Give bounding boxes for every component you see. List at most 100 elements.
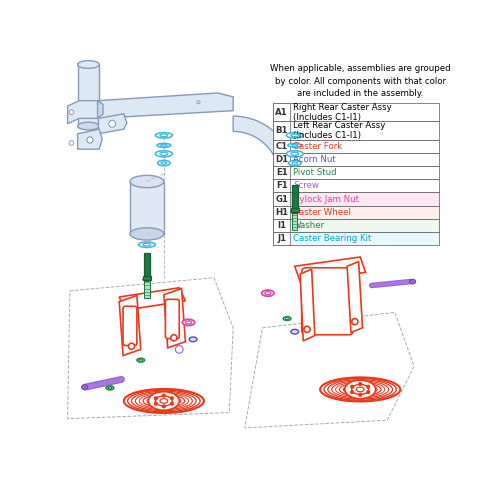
Ellipse shape <box>157 143 171 147</box>
Circle shape <box>197 101 200 104</box>
Ellipse shape <box>286 133 303 138</box>
Ellipse shape <box>186 321 192 324</box>
Ellipse shape <box>352 384 368 395</box>
Text: When applicable, assemblies are grouped
by color. All components with that color: When applicable, assemblies are grouped … <box>270 65 450 99</box>
Polygon shape <box>292 212 298 230</box>
Circle shape <box>69 110 74 115</box>
Bar <box>273 206 438 219</box>
FancyBboxPatch shape <box>166 299 179 339</box>
Bar <box>273 166 438 179</box>
Bar <box>273 219 290 232</box>
Circle shape <box>304 326 310 332</box>
Bar <box>273 192 438 206</box>
Polygon shape <box>144 280 150 298</box>
Circle shape <box>162 394 165 397</box>
Polygon shape <box>98 101 103 119</box>
Text: Washer: Washer <box>293 221 326 230</box>
Polygon shape <box>119 295 141 356</box>
Polygon shape <box>291 208 298 212</box>
Ellipse shape <box>156 133 172 138</box>
Polygon shape <box>295 257 366 281</box>
Bar <box>273 122 290 140</box>
FancyBboxPatch shape <box>302 268 354 335</box>
Text: Right Rear Caster Assy
(Includes C1-I1): Right Rear Caster Assy (Includes C1-I1) <box>293 103 392 122</box>
Polygon shape <box>78 65 99 126</box>
Bar <box>273 153 290 166</box>
Ellipse shape <box>288 160 301 166</box>
Bar <box>273 232 290 245</box>
Text: B1: B1 <box>276 126 288 135</box>
Circle shape <box>154 402 157 405</box>
Ellipse shape <box>190 337 197 342</box>
Ellipse shape <box>161 162 166 164</box>
Bar <box>273 140 438 153</box>
Ellipse shape <box>78 122 99 130</box>
Text: D1: D1 <box>275 155 288 164</box>
Text: Nylock Jam Nut: Nylock Jam Nut <box>293 195 359 204</box>
Ellipse shape <box>143 278 151 281</box>
Ellipse shape <box>82 385 87 389</box>
Text: I1: I1 <box>277 221 286 230</box>
Circle shape <box>170 397 173 399</box>
Polygon shape <box>347 261 362 332</box>
Text: Caster Fork: Caster Fork <box>293 142 343 151</box>
Text: G1: G1 <box>275 195 288 204</box>
Ellipse shape <box>161 144 167 146</box>
Text: Left Rear Caster Assy
(Includes C1-I1): Left Rear Caster Assy (Includes C1-I1) <box>293 121 386 140</box>
Ellipse shape <box>345 380 376 399</box>
Polygon shape <box>130 181 164 234</box>
FancyBboxPatch shape <box>123 306 137 346</box>
Polygon shape <box>98 114 127 134</box>
Circle shape <box>109 121 116 127</box>
Ellipse shape <box>262 290 274 296</box>
Polygon shape <box>68 101 98 124</box>
Circle shape <box>351 391 354 394</box>
Polygon shape <box>78 129 102 149</box>
Circle shape <box>176 346 183 353</box>
Circle shape <box>171 335 177 341</box>
Text: Pivot Stud: Pivot Stud <box>293 168 337 177</box>
Ellipse shape <box>158 160 170 166</box>
Circle shape <box>162 405 165 408</box>
Ellipse shape <box>292 162 298 164</box>
Ellipse shape <box>156 396 172 406</box>
Bar <box>273 179 438 192</box>
Bar <box>273 206 290 219</box>
Bar <box>273 232 438 245</box>
Ellipse shape <box>130 175 164 188</box>
Circle shape <box>359 382 362 385</box>
Text: Caster Bearing Kit: Caster Bearing Kit <box>293 234 372 243</box>
Circle shape <box>367 391 370 394</box>
Ellipse shape <box>356 387 364 392</box>
Bar <box>273 103 438 122</box>
Ellipse shape <box>130 228 164 240</box>
Circle shape <box>128 343 134 349</box>
Ellipse shape <box>286 151 303 157</box>
Polygon shape <box>119 288 186 310</box>
Ellipse shape <box>264 292 271 295</box>
Text: H1: H1 <box>275 208 288 217</box>
Polygon shape <box>292 185 298 212</box>
Ellipse shape <box>291 209 298 213</box>
Ellipse shape <box>160 134 168 137</box>
Ellipse shape <box>291 152 298 156</box>
Bar <box>273 166 290 179</box>
Circle shape <box>154 397 157 399</box>
Ellipse shape <box>182 319 194 326</box>
Ellipse shape <box>160 399 168 403</box>
Text: A1: A1 <box>276 108 288 117</box>
Ellipse shape <box>78 61 99 69</box>
Text: Screw: Screw <box>293 181 319 190</box>
Bar <box>273 122 438 140</box>
Ellipse shape <box>288 143 302 147</box>
Ellipse shape <box>143 243 151 246</box>
Polygon shape <box>300 269 315 341</box>
Bar <box>273 153 438 166</box>
Circle shape <box>367 385 370 388</box>
Circle shape <box>87 137 93 143</box>
Text: E1: E1 <box>276 168 287 177</box>
Bar <box>273 219 438 232</box>
Circle shape <box>351 385 354 388</box>
Ellipse shape <box>291 330 298 334</box>
Text: F1: F1 <box>276 181 287 190</box>
